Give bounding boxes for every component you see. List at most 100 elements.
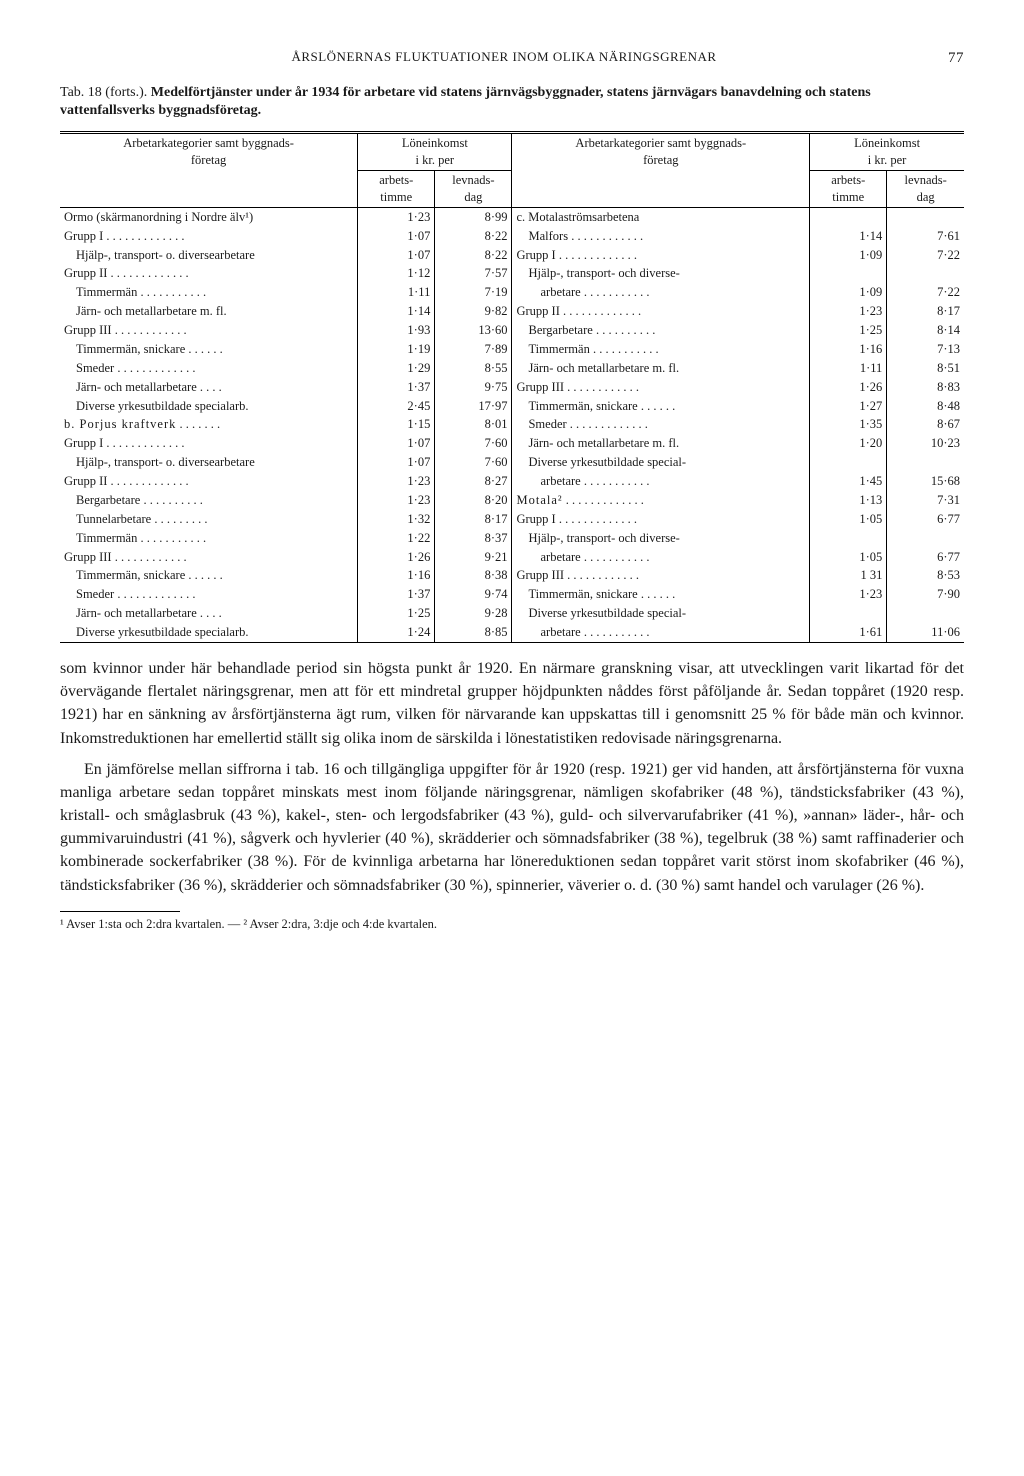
table-row-v1: 1·19 bbox=[358, 340, 435, 359]
table-row-label: Grupp II . . . . . . . . . . . . . bbox=[512, 302, 810, 321]
table-row-v2 bbox=[887, 529, 964, 548]
table-row-label: Timmermän . . . . . . . . . . . bbox=[60, 529, 358, 548]
table-row-v1: 1·05 bbox=[810, 510, 887, 529]
table-row-label: Grupp III . . . . . . . . . . . . bbox=[512, 378, 810, 397]
table-row-v2: 7·60 bbox=[435, 453, 512, 472]
table-row-v2: 7·90 bbox=[887, 585, 964, 604]
table-row-v1: 1·14 bbox=[358, 302, 435, 321]
table-row-v2 bbox=[887, 207, 964, 226]
table-row-label: Grupp I . . . . . . . . . . . . . bbox=[60, 434, 358, 453]
table-row-v1: 1·14 bbox=[810, 227, 887, 246]
table-row-label: Timmermän, snickare . . . . . . bbox=[512, 397, 810, 416]
table-row-label: Motala² . . . . . . . . . . . . . bbox=[512, 491, 810, 510]
table-row-v1: 1·32 bbox=[358, 510, 435, 529]
subhead-levnadsdag-right: levnads- dag bbox=[887, 171, 964, 208]
table-row-v2: 8·48 bbox=[887, 397, 964, 416]
table-row-v2: 8·85 bbox=[435, 623, 512, 642]
table-row-label: Grupp I . . . . . . . . . . . . . bbox=[512, 510, 810, 529]
table-row-v1: 1·27 bbox=[810, 397, 887, 416]
table-row-v1: 1·23 bbox=[358, 472, 435, 491]
table-row-v1: 1·45 bbox=[810, 472, 887, 491]
table-row-label: Järn- och metallarbetare . . . . bbox=[60, 604, 358, 623]
table-row-v2: 8·37 bbox=[435, 529, 512, 548]
table-row-label: Grupp III . . . . . . . . . . . . bbox=[60, 548, 358, 567]
table-row-v2: 10·23 bbox=[887, 434, 964, 453]
table-row-label: c. Motalaströmsarbetena bbox=[512, 207, 810, 226]
table-row-v2: 8·20 bbox=[435, 491, 512, 510]
table-row-v1: 1·20 bbox=[810, 434, 887, 453]
table-row-v1 bbox=[810, 264, 887, 283]
table-row-v1: 1·13 bbox=[810, 491, 887, 510]
table-row-label: Timmermän, snickare . . . . . . bbox=[60, 340, 358, 359]
table-row-v1: 1·24 bbox=[358, 623, 435, 642]
table-row-v2: 7·89 bbox=[435, 340, 512, 359]
table-row-v2: 6·77 bbox=[887, 548, 964, 567]
table-row-label: Timmermän, snickare . . . . . . bbox=[512, 585, 810, 604]
table-row-v2: 7·31 bbox=[887, 491, 964, 510]
table-row-v1: 1·23 bbox=[810, 585, 887, 604]
table-row-label: Bergarbetare . . . . . . . . . . bbox=[60, 491, 358, 510]
table-row-v2: 7·22 bbox=[887, 246, 964, 265]
table-row-v2: 7·60 bbox=[435, 434, 512, 453]
table-row-label: Ormo (skärmanordning i Nordre älv¹) bbox=[60, 207, 358, 226]
table-row-v1: 1·26 bbox=[358, 548, 435, 567]
table-row-label: Järn- och metallarbetare m. fl. bbox=[512, 359, 810, 378]
table-row-v1: 1·93 bbox=[358, 321, 435, 340]
table-row-label: Diverse yrkesutbildade specialarb. bbox=[60, 623, 358, 642]
wage-table: Arbetarkategorier samt byggnads- företag… bbox=[60, 131, 964, 643]
table-row-v1: 1·25 bbox=[810, 321, 887, 340]
table-row-v2: 8·51 bbox=[887, 359, 964, 378]
col-header-category-left: Arbetarkategorier samt byggnads- företag bbox=[60, 133, 358, 208]
table-row-label: Järn- och metallarbetare m. fl. bbox=[512, 434, 810, 453]
table-row-v1: 1·61 bbox=[810, 623, 887, 642]
table-row-label: Grupp II . . . . . . . . . . . . . bbox=[60, 264, 358, 283]
running-head: ÅRSLÖNERNAS FLUKTUATIONER INOM OLIKA NÄR… bbox=[60, 48, 964, 66]
table-row-v2: 9·74 bbox=[435, 585, 512, 604]
paragraph-2: En jämförelse mellan siffrorna i tab. 16… bbox=[60, 758, 964, 897]
table-row-v1: 1·35 bbox=[810, 415, 887, 434]
table-row-v2: 8·27 bbox=[435, 472, 512, 491]
table-row-v2 bbox=[887, 604, 964, 623]
table-body: Ormo (skärmanordning i Nordre älv¹)1·238… bbox=[60, 207, 964, 643]
table-row-label: Timmermän . . . . . . . . . . . bbox=[60, 283, 358, 302]
table-row-v2: 8·38 bbox=[435, 566, 512, 585]
table-row-label: Timmermän . . . . . . . . . . . bbox=[512, 340, 810, 359]
table-row-v2: 8·22 bbox=[435, 246, 512, 265]
col-header-income-right: Löneinkomst i kr. per bbox=[810, 133, 964, 171]
table-row-v1: 1·16 bbox=[810, 340, 887, 359]
body-text: som kvinnor under här behandlade period … bbox=[60, 657, 964, 897]
table-row-v2: 6·77 bbox=[887, 510, 964, 529]
table-row-label: b. Porjus kraftverk . . . . . . . bbox=[60, 415, 358, 434]
table-row-v2: 8·17 bbox=[435, 510, 512, 529]
table-row-v2: 9·21 bbox=[435, 548, 512, 567]
table-row-v2: 8·99 bbox=[435, 207, 512, 226]
table-row-v2: 15·68 bbox=[887, 472, 964, 491]
table-row-v2 bbox=[887, 453, 964, 472]
footnote-rule bbox=[60, 911, 180, 912]
table-row-v1: 1·23 bbox=[810, 302, 887, 321]
subhead-arbetstimme-right: arbets- timme bbox=[810, 171, 887, 208]
table-row-label: Diverse yrkesutbildade special- bbox=[512, 604, 810, 623]
table-row-v2: 8·17 bbox=[887, 302, 964, 321]
table-row-v2: 7·57 bbox=[435, 264, 512, 283]
paragraph-1: som kvinnor under här behandlade period … bbox=[60, 657, 964, 750]
table-row-label: Timmermän, snickare . . . . . . bbox=[60, 566, 358, 585]
table-row-v1: 1·26 bbox=[810, 378, 887, 397]
table-row-v2: 13·60 bbox=[435, 321, 512, 340]
table-row-label: Järn- och metallarbetare . . . . bbox=[60, 378, 358, 397]
table-row-v1 bbox=[810, 529, 887, 548]
table-row-v1: 1·23 bbox=[358, 207, 435, 226]
table-row-label: Diverse yrkesutbildade specialarb. bbox=[60, 397, 358, 416]
table-row-v1: 1·15 bbox=[358, 415, 435, 434]
table-row-v1: 1·05 bbox=[810, 548, 887, 567]
table-row-v1: 2·45 bbox=[358, 397, 435, 416]
table-row-v1 bbox=[810, 453, 887, 472]
table-row-v2: 11·06 bbox=[887, 623, 964, 642]
table-row-v1: 1·23 bbox=[358, 491, 435, 510]
footnote: ¹ Avser 1:sta och 2:dra kvartalen. — ² A… bbox=[60, 916, 964, 933]
table-row-v1: 1·07 bbox=[358, 246, 435, 265]
table-row-v1: 1 31 bbox=[810, 566, 887, 585]
table-row-v2: 9·28 bbox=[435, 604, 512, 623]
table-row-label: Järn- och metallarbetare m. fl. bbox=[60, 302, 358, 321]
table-row-label: Hjälp-, transport- o. diversearbetare bbox=[60, 246, 358, 265]
